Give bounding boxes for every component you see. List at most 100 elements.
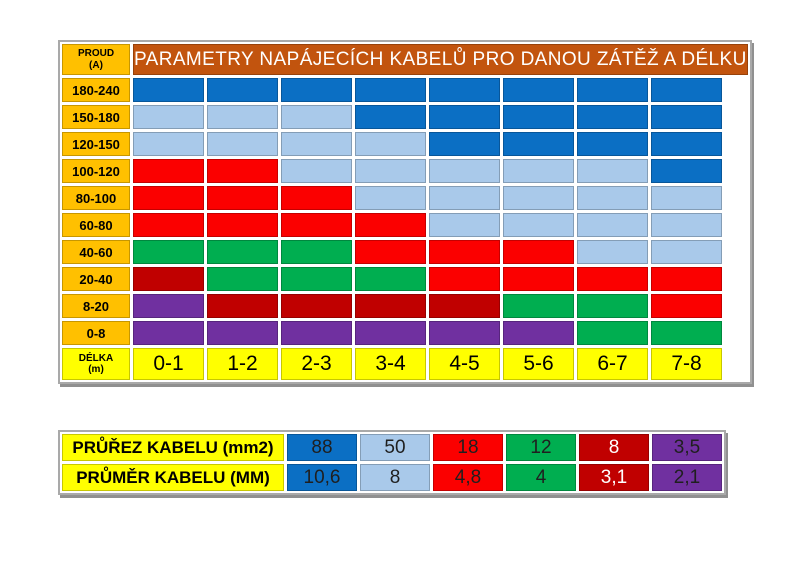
- grid-cell: [355, 267, 426, 291]
- length-range-label: 6-7: [577, 348, 648, 380]
- grid-cell: [577, 213, 648, 237]
- delka-axis-label: DÉLKA (m): [62, 348, 130, 380]
- legend-value-cell: 3,1: [579, 464, 649, 491]
- legend-value-cell: 3,5: [652, 434, 722, 461]
- legend-table: PRŮŘEZ KABELU (mm2) PRŮMĚR KABELU (MM) 8…: [58, 430, 726, 495]
- grid-cell: [651, 105, 722, 129]
- grid-cell: [503, 294, 574, 318]
- grid-cell: [429, 213, 500, 237]
- grid-cell: [429, 240, 500, 264]
- legend-row-label-cross-section: PRŮŘEZ KABELU (mm2): [62, 434, 284, 461]
- delka-axis-label-line2: (m): [88, 364, 104, 375]
- grid-cell: [281, 321, 352, 345]
- grid-cell: [503, 321, 574, 345]
- grid-cell: [429, 132, 500, 156]
- grid-cell: [281, 159, 352, 183]
- grid-cell: [133, 132, 204, 156]
- current-range-label: 120-150: [62, 132, 130, 156]
- grid-cell: [281, 186, 352, 210]
- table-title: PARAMETRY NAPÁJECÍCH KABELŮ PRO DANOU ZÁ…: [133, 44, 748, 75]
- grid-cell: [651, 78, 722, 102]
- grid-cell: [355, 321, 426, 345]
- grid-cell: [355, 186, 426, 210]
- grid-cell: [651, 240, 722, 264]
- grid-cell: [133, 78, 204, 102]
- grid-cell: [503, 78, 574, 102]
- grid-cell: [503, 213, 574, 237]
- grid-cell: [133, 240, 204, 264]
- grid-cell: [429, 186, 500, 210]
- grid-cell: [281, 240, 352, 264]
- cable-parameters-table: PROUD (A) PARAMETRY NAPÁJECÍCH KABELŮ PR…: [58, 40, 752, 384]
- length-range-label: 7-8: [651, 348, 722, 380]
- legend-value-cell: 2,1: [652, 464, 722, 491]
- current-range-label: 180-240: [62, 78, 130, 102]
- grid-cell: [651, 294, 722, 318]
- grid-cell: [651, 321, 722, 345]
- proud-axis-label-line2: (A): [89, 59, 103, 71]
- grid-cell: [355, 78, 426, 102]
- length-range-label: 0-1: [133, 348, 204, 380]
- grid-cell: [577, 321, 648, 345]
- legend-value-cell: 12: [506, 434, 576, 461]
- grid-cell: [429, 105, 500, 129]
- grid-cell: [281, 213, 352, 237]
- grid-cell: [207, 321, 278, 345]
- grid-cell: [133, 213, 204, 237]
- grid-cell: [355, 159, 426, 183]
- length-range-label: 3-4: [355, 348, 426, 380]
- grid-cell: [651, 132, 722, 156]
- delka-axis-label-line1: DÉLKA: [78, 352, 114, 364]
- grid-cell: [651, 159, 722, 183]
- length-range-label: 4-5: [429, 348, 500, 380]
- current-range-label: 8-20: [62, 294, 130, 318]
- grid-cell: [133, 321, 204, 345]
- grid-cell: [207, 213, 278, 237]
- grid-cell: [577, 105, 648, 129]
- current-range-label: 40-60: [62, 240, 130, 264]
- grid-cell: [133, 159, 204, 183]
- grid-cell: [577, 132, 648, 156]
- current-range-label: 150-180: [62, 105, 130, 129]
- grid-cell: [207, 159, 278, 183]
- grid-cell: [429, 78, 500, 102]
- grid-cell: [651, 213, 722, 237]
- grid-cell: [281, 105, 352, 129]
- grid-cell: [577, 240, 648, 264]
- legend-value-cell: 4: [506, 464, 576, 491]
- grid-cell: [503, 240, 574, 264]
- grid-cell: [207, 267, 278, 291]
- grid-cell: [577, 267, 648, 291]
- grid-cell: [577, 159, 648, 183]
- length-range-label: 1-2: [207, 348, 278, 380]
- grid-cell: [207, 105, 278, 129]
- grid-cell: [281, 78, 352, 102]
- grid-cell: [429, 321, 500, 345]
- grid-cell: [281, 132, 352, 156]
- length-range-label: 2-3: [281, 348, 352, 380]
- legend-value-cell: 88: [287, 434, 357, 461]
- current-range-label: 20-40: [62, 267, 130, 291]
- grid-cell: [207, 132, 278, 156]
- grid-cell: [429, 294, 500, 318]
- grid-cell: [355, 294, 426, 318]
- grid-cell: [133, 186, 204, 210]
- current-range-label: 0-8: [62, 321, 130, 345]
- grid-cell: [355, 132, 426, 156]
- grid-cell: [503, 105, 574, 129]
- legend-value-cell: 10,6: [287, 464, 357, 491]
- grid-cell: [577, 78, 648, 102]
- grid-cell: [207, 78, 278, 102]
- length-range-label: 5-6: [503, 348, 574, 380]
- legend-value-cell: 18: [433, 434, 503, 461]
- grid-cell: [429, 159, 500, 183]
- current-range-label: 100-120: [62, 159, 130, 183]
- grid-cell: [577, 186, 648, 210]
- proud-axis-label-line1: PROUD: [77, 48, 115, 59]
- grid-cell: [503, 186, 574, 210]
- legend-value-cell: 50: [360, 434, 430, 461]
- grid-cell: [651, 186, 722, 210]
- current-range-label: 80-100: [62, 186, 130, 210]
- grid-cell: [207, 294, 278, 318]
- grid-cell: [355, 213, 426, 237]
